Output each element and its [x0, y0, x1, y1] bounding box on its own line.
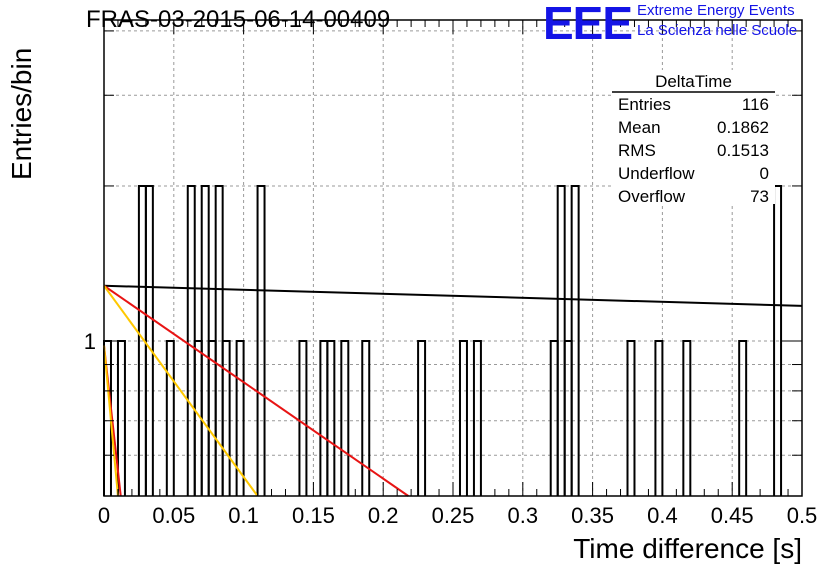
stats-row-label: Entries	[618, 95, 671, 114]
histogram-bin	[340, 339, 350, 496]
histogram-bin	[326, 339, 336, 496]
stats-row-label: Mean	[618, 118, 661, 137]
x-axis-label: Time difference [s]	[573, 533, 802, 564]
stats-row-label: RMS	[618, 141, 656, 160]
histogram-bin	[472, 339, 482, 496]
stats-row-value: 0.1513	[717, 141, 769, 160]
fit-curve-0	[103, 284, 803, 307]
y-tick-label: 1	[84, 329, 96, 354]
histogram-bin	[626, 339, 636, 496]
x-tick-label: 0.5	[787, 503, 818, 528]
histogram-bin	[654, 339, 664, 496]
fit-curve-1	[103, 284, 409, 497]
stats-header: DeltaTime	[655, 72, 732, 91]
histogram-bin	[256, 184, 266, 496]
histogram-bin	[165, 339, 175, 496]
histogram-bin	[570, 184, 580, 496]
histogram-bin	[235, 339, 245, 496]
stats-row-value: 116	[742, 95, 769, 114]
histogram-title: FRAS-03-2015-06-14-00409	[86, 6, 391, 33]
histogram-bin	[738, 339, 748, 496]
histogram-bin	[682, 339, 692, 496]
x-tick-label: 0.3	[508, 503, 539, 528]
fit-curve-2	[103, 285, 259, 497]
x-tick-label: 0.45	[711, 503, 754, 528]
histogram-bin	[773, 184, 783, 496]
eee-logo: EEE	[543, 0, 633, 49]
histogram-bin	[361, 339, 371, 496]
stats-row-value: 0.1862	[717, 118, 769, 137]
stats-row-value: 0	[760, 164, 769, 183]
x-tick-label: 0	[98, 503, 110, 528]
histogram-bin	[298, 339, 308, 496]
x-tick-label: 0.2	[368, 503, 399, 528]
x-tick-label: 0.4	[647, 503, 678, 528]
x-tick-label: 0.05	[152, 503, 195, 528]
x-tick-label: 0.1	[228, 503, 259, 528]
histogram-bin	[221, 339, 231, 496]
x-tick-label: 0.15	[292, 503, 335, 528]
eee-logo-line2: La Scienza nelle Scuole	[637, 22, 798, 39]
stats-row-label: Overflow	[618, 187, 686, 206]
stats-row-value: 73	[750, 187, 769, 206]
histogram-bin	[458, 339, 468, 496]
histogram-bin	[144, 184, 154, 496]
eee-logo-line1: Extreme Energy Events	[637, 2, 795, 19]
histogram-bin	[417, 339, 427, 496]
x-tick-label: 0.25	[432, 503, 475, 528]
stats-row-label: Underflow	[618, 164, 695, 183]
y-axis-label: Entries/bin	[6, 47, 37, 180]
x-tick-label: 0.35	[571, 503, 614, 528]
